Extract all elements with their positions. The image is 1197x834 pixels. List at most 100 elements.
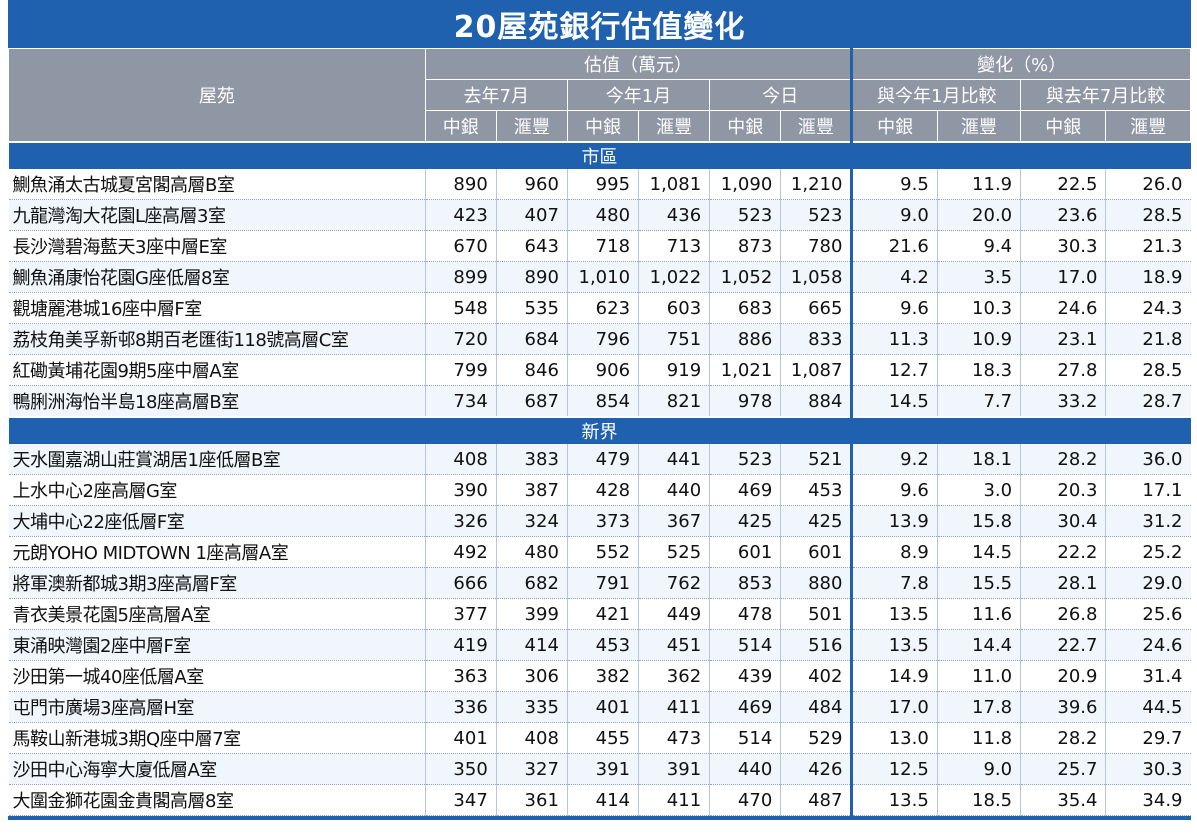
table-row: 鴨脷洲海怡半島18座高層B室 734 687 854 821 978 884 14.5 7.7 3…	[8, 385, 1191, 418]
header-compare-july: 與去年7月比較	[1020, 79, 1191, 111]
valuation-cell: 1,052	[709, 261, 781, 293]
change-cell: 4.2	[850, 261, 938, 293]
header-bank-hsbc: 滙豐	[495, 110, 568, 143]
change-cell: 21.8	[1105, 323, 1191, 355]
header-bank-hsbc: 滙豐	[1105, 110, 1191, 143]
change-cell: 26.0	[1105, 169, 1191, 200]
valuation-table-panel: 20屋苑銀行估值變化 屋苑 估值（萬元） 變化（%） 去年7月 今年1月 今日 …	[8, 0, 1191, 820]
header-valuation: 估值（萬元）	[424, 48, 853, 80]
change-cell: 11.9	[936, 169, 1021, 200]
change-cell: 10.9	[936, 323, 1021, 355]
valuation-cell: 391	[566, 753, 639, 785]
valuation-cell: 683	[709, 292, 781, 324]
change-cell: 28.7	[1105, 385, 1191, 418]
valuation-cell: 718	[566, 230, 639, 262]
table-row: 將軍澳新都城3期3座高層F室 666 682 791 762 853 880 7.8 15.5 2…	[8, 567, 1191, 599]
change-cell: 11.3	[850, 323, 938, 355]
change-cell: 9.5	[850, 169, 938, 200]
valuation-cell: 978	[709, 385, 781, 418]
valuation-cell: 899	[424, 261, 497, 293]
property-name: 屯門市廣場3座高層H室	[8, 691, 426, 723]
table-row: 鰂魚涌太古城夏宮閣高層B室 890 960 995 1,081 1,090 1,210 9.5…	[8, 169, 1191, 200]
change-cell: 3.5	[936, 261, 1021, 293]
property-name: 鰂魚涌康怡花園G座低層8室	[8, 261, 426, 293]
valuation-cell: 440	[709, 753, 781, 785]
bottom-rule	[8, 816, 1191, 820]
valuation-cell: 521	[780, 444, 852, 475]
change-cell: 13.5	[850, 629, 938, 661]
change-cell: 3.0	[936, 474, 1021, 506]
change-cell: 24.3	[1105, 292, 1191, 324]
valuation-cell: 799	[424, 354, 497, 386]
change-cell: 10.3	[936, 292, 1021, 324]
change-cell: 12.5	[850, 753, 938, 785]
valuation-cell: 453	[780, 474, 852, 506]
change-cell: 11.8	[936, 722, 1021, 754]
property-name: 長沙灣碧海藍天3座中層E室	[8, 230, 426, 262]
valuation-cell: 886	[709, 323, 781, 355]
table-row: 觀塘麗港城16座中層F室 548 535 623 603 683 665 9.6 10.3 24.…	[8, 292, 1191, 324]
valuation-cell: 306	[495, 660, 568, 692]
change-cell: 31.4	[1105, 660, 1191, 692]
change-cell: 9.2	[850, 444, 938, 475]
valuation-cell: 821	[638, 385, 710, 418]
valuation-cell: 516	[780, 629, 852, 661]
valuation-cell: 401	[566, 691, 639, 723]
valuation-cell: 960	[495, 169, 568, 200]
change-cell: 23.1	[1020, 323, 1106, 355]
valuation-cell: 762	[638, 567, 710, 599]
section-header-row: 新界	[8, 416, 1191, 444]
valuation-cell: 439	[709, 660, 781, 692]
valuation-cell: 846	[495, 354, 568, 386]
valuation-cell: 336	[424, 691, 497, 723]
header-period-this-jan: 今年1月	[566, 79, 711, 111]
valuation-cell: 890	[495, 261, 568, 293]
valuation-cell: 854	[566, 385, 639, 418]
property-name: 紅磡黃埔花園9期5座中層A室	[8, 354, 426, 386]
table-row: 青衣美景花園5座高層A室 377 399 421 449 478 501 13.5 11.6 26…	[8, 598, 1191, 630]
change-cell: 17.0	[1020, 261, 1106, 293]
header-bank-boc: 中銀	[1020, 110, 1107, 143]
change-cell: 17.1	[1105, 474, 1191, 506]
valuation-cell: 535	[495, 292, 568, 324]
change-cell: 27.8	[1020, 354, 1106, 386]
header-bank-boc: 中銀	[709, 110, 782, 143]
property-name: 鰂魚涌太古城夏宮閣高層B室	[8, 169, 426, 200]
table-row: 天水圍嘉湖山莊賞湖居1座低層B室 408 383 479 441 523 521 9.2 18.…	[8, 444, 1191, 475]
change-cell: 13.9	[850, 505, 938, 537]
valuation-cell: 440	[638, 474, 710, 506]
property-name: 大埔中心22座低層F室	[8, 505, 426, 537]
valuation-cell: 853	[709, 567, 781, 599]
valuation-cell: 411	[638, 784, 710, 816]
valuation-cell: 362	[638, 660, 710, 692]
valuation-cell: 684	[495, 323, 568, 355]
valuation-cell: 478	[709, 598, 781, 630]
change-cell: 18.9	[1105, 261, 1191, 293]
change-cell: 21.6	[850, 230, 938, 262]
change-cell: 14.5	[936, 536, 1021, 568]
property-name: 沙田第一城40座低層A室	[8, 660, 426, 692]
header-period-last-july: 去年7月	[424, 79, 568, 111]
valuation-cell: 402	[780, 660, 852, 692]
valuation-cell: 890	[424, 169, 497, 200]
valuation-cell: 880	[780, 567, 852, 599]
valuation-cell: 399	[495, 598, 568, 630]
valuation-cell: 1,058	[780, 261, 852, 293]
valuation-cell: 601	[709, 536, 781, 568]
section-header-row: 市區	[8, 141, 1191, 169]
valuation-cell: 414	[495, 629, 568, 661]
change-cell: 24.6	[1020, 292, 1106, 324]
valuation-cell: 470	[709, 784, 781, 816]
valuation-cell: 383	[495, 444, 568, 475]
valuation-cell: 919	[638, 354, 710, 386]
change-cell: 25.7	[1020, 753, 1106, 785]
table-row: 九龍灣淘大花園L座高層3室 423 407 480 436 523 523 9.0 20.0 23…	[8, 199, 1191, 231]
change-cell: 44.5	[1105, 691, 1191, 723]
header-bank-hsbc: 滙豐	[780, 110, 853, 143]
valuation-cell: 548	[424, 292, 497, 324]
change-cell: 33.2	[1020, 385, 1106, 418]
table-row: 上水中心2座高層G室 390 387 428 440 469 453 9.6 3.0 20.3 17…	[8, 474, 1191, 506]
header-bank-hsbc: 滙豐	[936, 110, 1022, 143]
change-cell: 36.0	[1105, 444, 1191, 475]
property-name: 東涌映灣園2座中層F室	[8, 629, 426, 661]
